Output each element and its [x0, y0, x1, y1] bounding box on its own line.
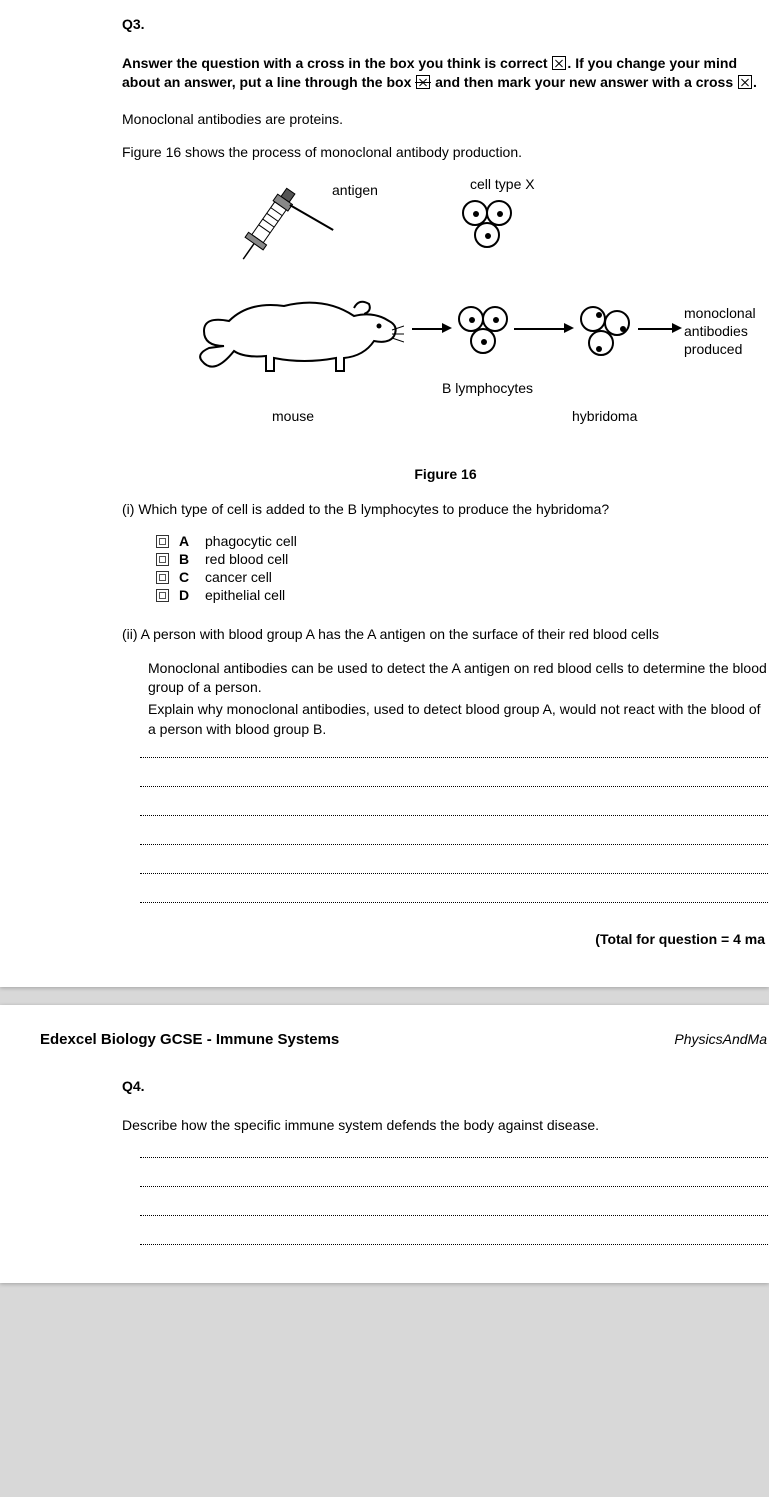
figure-caption: Figure 16 [122, 466, 769, 482]
label-hybridoma: hybridoma [572, 408, 637, 424]
answer-line[interactable] [140, 815, 769, 816]
label-b-lymphocytes: B lymphocytes [442, 380, 533, 396]
q3-total-marks: (Total for question = 4 ma [122, 931, 765, 947]
arrow-2 [514, 328, 564, 330]
choice-d[interactable]: D epithelial cell [156, 587, 769, 603]
answer-line[interactable] [140, 1186, 769, 1187]
q4-number: Q4. [122, 1078, 769, 1094]
checkbox-icon[interactable] [156, 553, 169, 566]
q3-answer-lines[interactable] [140, 757, 769, 903]
strike-box-icon [416, 75, 430, 89]
arrow-1-head [442, 323, 452, 333]
answer-line[interactable] [140, 1215, 769, 1216]
q3-number: Q3. [122, 16, 769, 32]
q3-instruction: Answer the question with a cross in the … [122, 54, 769, 92]
answer-line[interactable] [140, 1244, 769, 1245]
label-antigen: antigen [332, 182, 378, 198]
answer-line[interactable] [140, 873, 769, 874]
page2-header: Edexcel Biology GCSE - Immune Systems Ph… [0, 1031, 769, 1048]
answer-line[interactable] [140, 757, 769, 758]
page-q4: Edexcel Biology GCSE - Immune Systems Ph… [0, 1005, 769, 1283]
choice-text: epithelial cell [205, 587, 285, 603]
label-mab-3: produced [684, 340, 756, 358]
choice-text: red blood cell [205, 551, 288, 567]
choice-text: phagocytic cell [205, 533, 297, 549]
mouse-icon [194, 286, 404, 396]
choice-b[interactable]: B red blood cell [156, 551, 769, 567]
q3-part-i: (i) Which type of cell is added to the B… [122, 500, 769, 520]
figure-16: antigen cell type X mouse [162, 176, 742, 456]
label-mab-1: monoclonal [684, 304, 756, 322]
answer-line[interactable] [140, 786, 769, 787]
arrow-1 [412, 328, 442, 330]
q3-content: Q3. Answer the question with a cross in … [122, 16, 769, 947]
q3-part-ii-b: Monoclonal antibodies can be used to det… [148, 659, 769, 698]
answer-line[interactable] [140, 844, 769, 845]
choice-letter: B [179, 551, 195, 567]
arrow-3 [638, 328, 672, 330]
arrow-3-head [672, 323, 682, 333]
choice-letter: D [179, 587, 195, 603]
checkbox-icon[interactable] [156, 571, 169, 584]
checkbox-icon[interactable] [156, 589, 169, 602]
choice-c[interactable]: C cancer cell [156, 569, 769, 585]
q3-part-ii-c: Explain why monoclonal antibodies, used … [148, 700, 769, 739]
q3-part-ii-a: (ii) A person with blood group A has the… [122, 625, 769, 645]
choice-text: cancer cell [205, 569, 272, 585]
header-source: PhysicsAndMa [674, 1031, 769, 1047]
instr-part1: Answer the question with a cross in the … [122, 55, 551, 71]
q4-answer-lines[interactable] [140, 1157, 769, 1245]
cross-box-icon [552, 56, 566, 70]
syringe-icon [230, 178, 300, 278]
answer-line[interactable] [140, 902, 769, 903]
q4-prompt: Describe how the specific immune system … [122, 1116, 769, 1135]
label-cell-type-x: cell type X [470, 176, 535, 192]
instr-part3: and then mark your new answer with a cro… [431, 74, 737, 90]
answer-line[interactable] [140, 1157, 769, 1158]
page-q3: Q3. Answer the question with a cross in … [0, 0, 769, 987]
label-mab: monoclonal antibodies produced [684, 304, 756, 359]
instr-part4: . [753, 74, 757, 90]
cross-box-icon-2 [738, 75, 752, 89]
choice-a[interactable]: A phagocytic cell [156, 533, 769, 549]
q4-content: Q4. Describe how the specific immune sys… [122, 1078, 769, 1245]
checkbox-icon[interactable] [156, 535, 169, 548]
q3-line2: Figure 16 shows the process of monoclona… [122, 143, 769, 162]
label-mouse: mouse [272, 408, 314, 424]
q3-line1: Monoclonal antibodies are proteins. [122, 110, 769, 129]
choice-letter: A [179, 533, 195, 549]
label-mab-2: antibodies [684, 322, 756, 340]
arrow-2-head [564, 323, 574, 333]
header-title: Edexcel Biology GCSE - Immune Systems [40, 1031, 339, 1048]
q3-choices: A phagocytic cell B red blood cell C can… [156, 533, 769, 603]
choice-letter: C [179, 569, 195, 585]
